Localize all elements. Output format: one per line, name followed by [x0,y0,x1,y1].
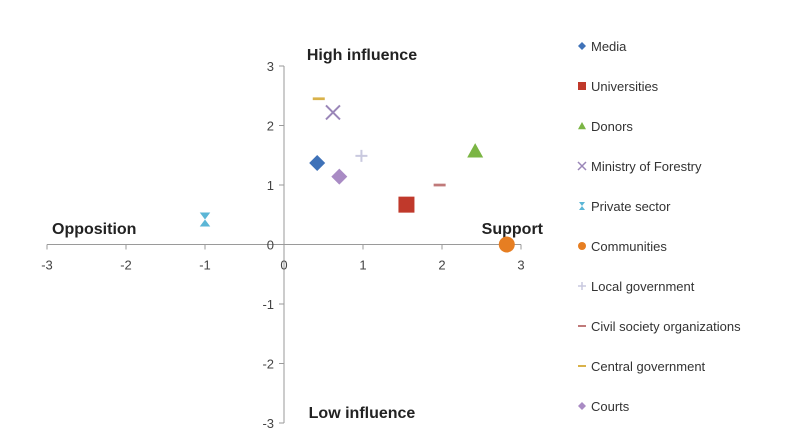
point-ministry-of-forestry [325,104,341,121]
legend-marker-communities [578,242,586,250]
legend-marker-central-government [578,365,586,367]
y-tick-label: -1 [262,297,274,312]
legend-label-central-government: Central government [591,359,706,374]
tick-labels: -3 -2 -1 0 1 2 3 -3 -2 -1 0 1 2 3 [41,59,524,431]
legend: Media Universities Donors Ministry of Fores… [577,39,741,414]
legend-label-media: Media [591,39,627,54]
x-tick-label: -3 [41,258,53,273]
quadrant-label-left: Opposition [52,221,136,238]
legend-label-universities: Universities [591,79,659,94]
x-tick-label: 0 [280,258,287,273]
quadrant-labels: High influence Low influence Opposition … [52,47,544,422]
y-tick-label: 3 [267,59,274,74]
point-media [309,154,326,171]
y-tick-label: 1 [267,178,274,193]
y-tick-label: -2 [262,357,274,372]
legend-marker-universities [578,82,586,90]
legend-marker-private-sector [579,202,585,210]
point-communities [498,236,515,253]
y-tick-label: -3 [262,416,274,431]
legend-marker-civil-society-organizations [578,325,586,327]
data-points [199,97,515,253]
legend-marker-donors [578,122,586,130]
point-donors [467,143,484,158]
legend-label-local-government: Local government [591,279,695,294]
x-tick-label: 2 [438,258,445,273]
quadrant-label-bottom: Low influence [309,405,416,422]
point-courts [331,168,348,185]
legend-marker-ministry-of-forestry [577,161,587,171]
legend-label-private-sector: Private sector [591,199,671,214]
legend-label-ministry-of-forestry: Ministry of Forestry [591,159,702,174]
point-local-government [355,149,368,162]
legend-label-civil-society-organizations: Civil society organizations [591,319,741,334]
point-civil-society-organizations [433,183,446,187]
y-tick-label: 2 [267,119,274,134]
point-private-sector [199,212,211,227]
legend-marker-courts [578,402,586,410]
legend-marker-local-government [578,282,586,290]
y-tick-label: 0 [267,238,274,253]
point-universities [398,196,415,213]
legend-marker-media [578,42,586,50]
quadrant-label-top: High influence [307,47,417,64]
legend-label-courts: Courts [591,399,630,414]
point-central-government [312,97,325,101]
x-tick-label: 1 [359,258,366,273]
legend-label-donors: Donors [591,119,633,134]
legend-label-communities: Communities [591,239,667,254]
quadrant-label-right: Support [482,221,544,238]
x-tick-label: -2 [120,258,132,273]
x-tick-label: 3 [517,258,524,273]
x-tick-label: -1 [199,258,211,273]
